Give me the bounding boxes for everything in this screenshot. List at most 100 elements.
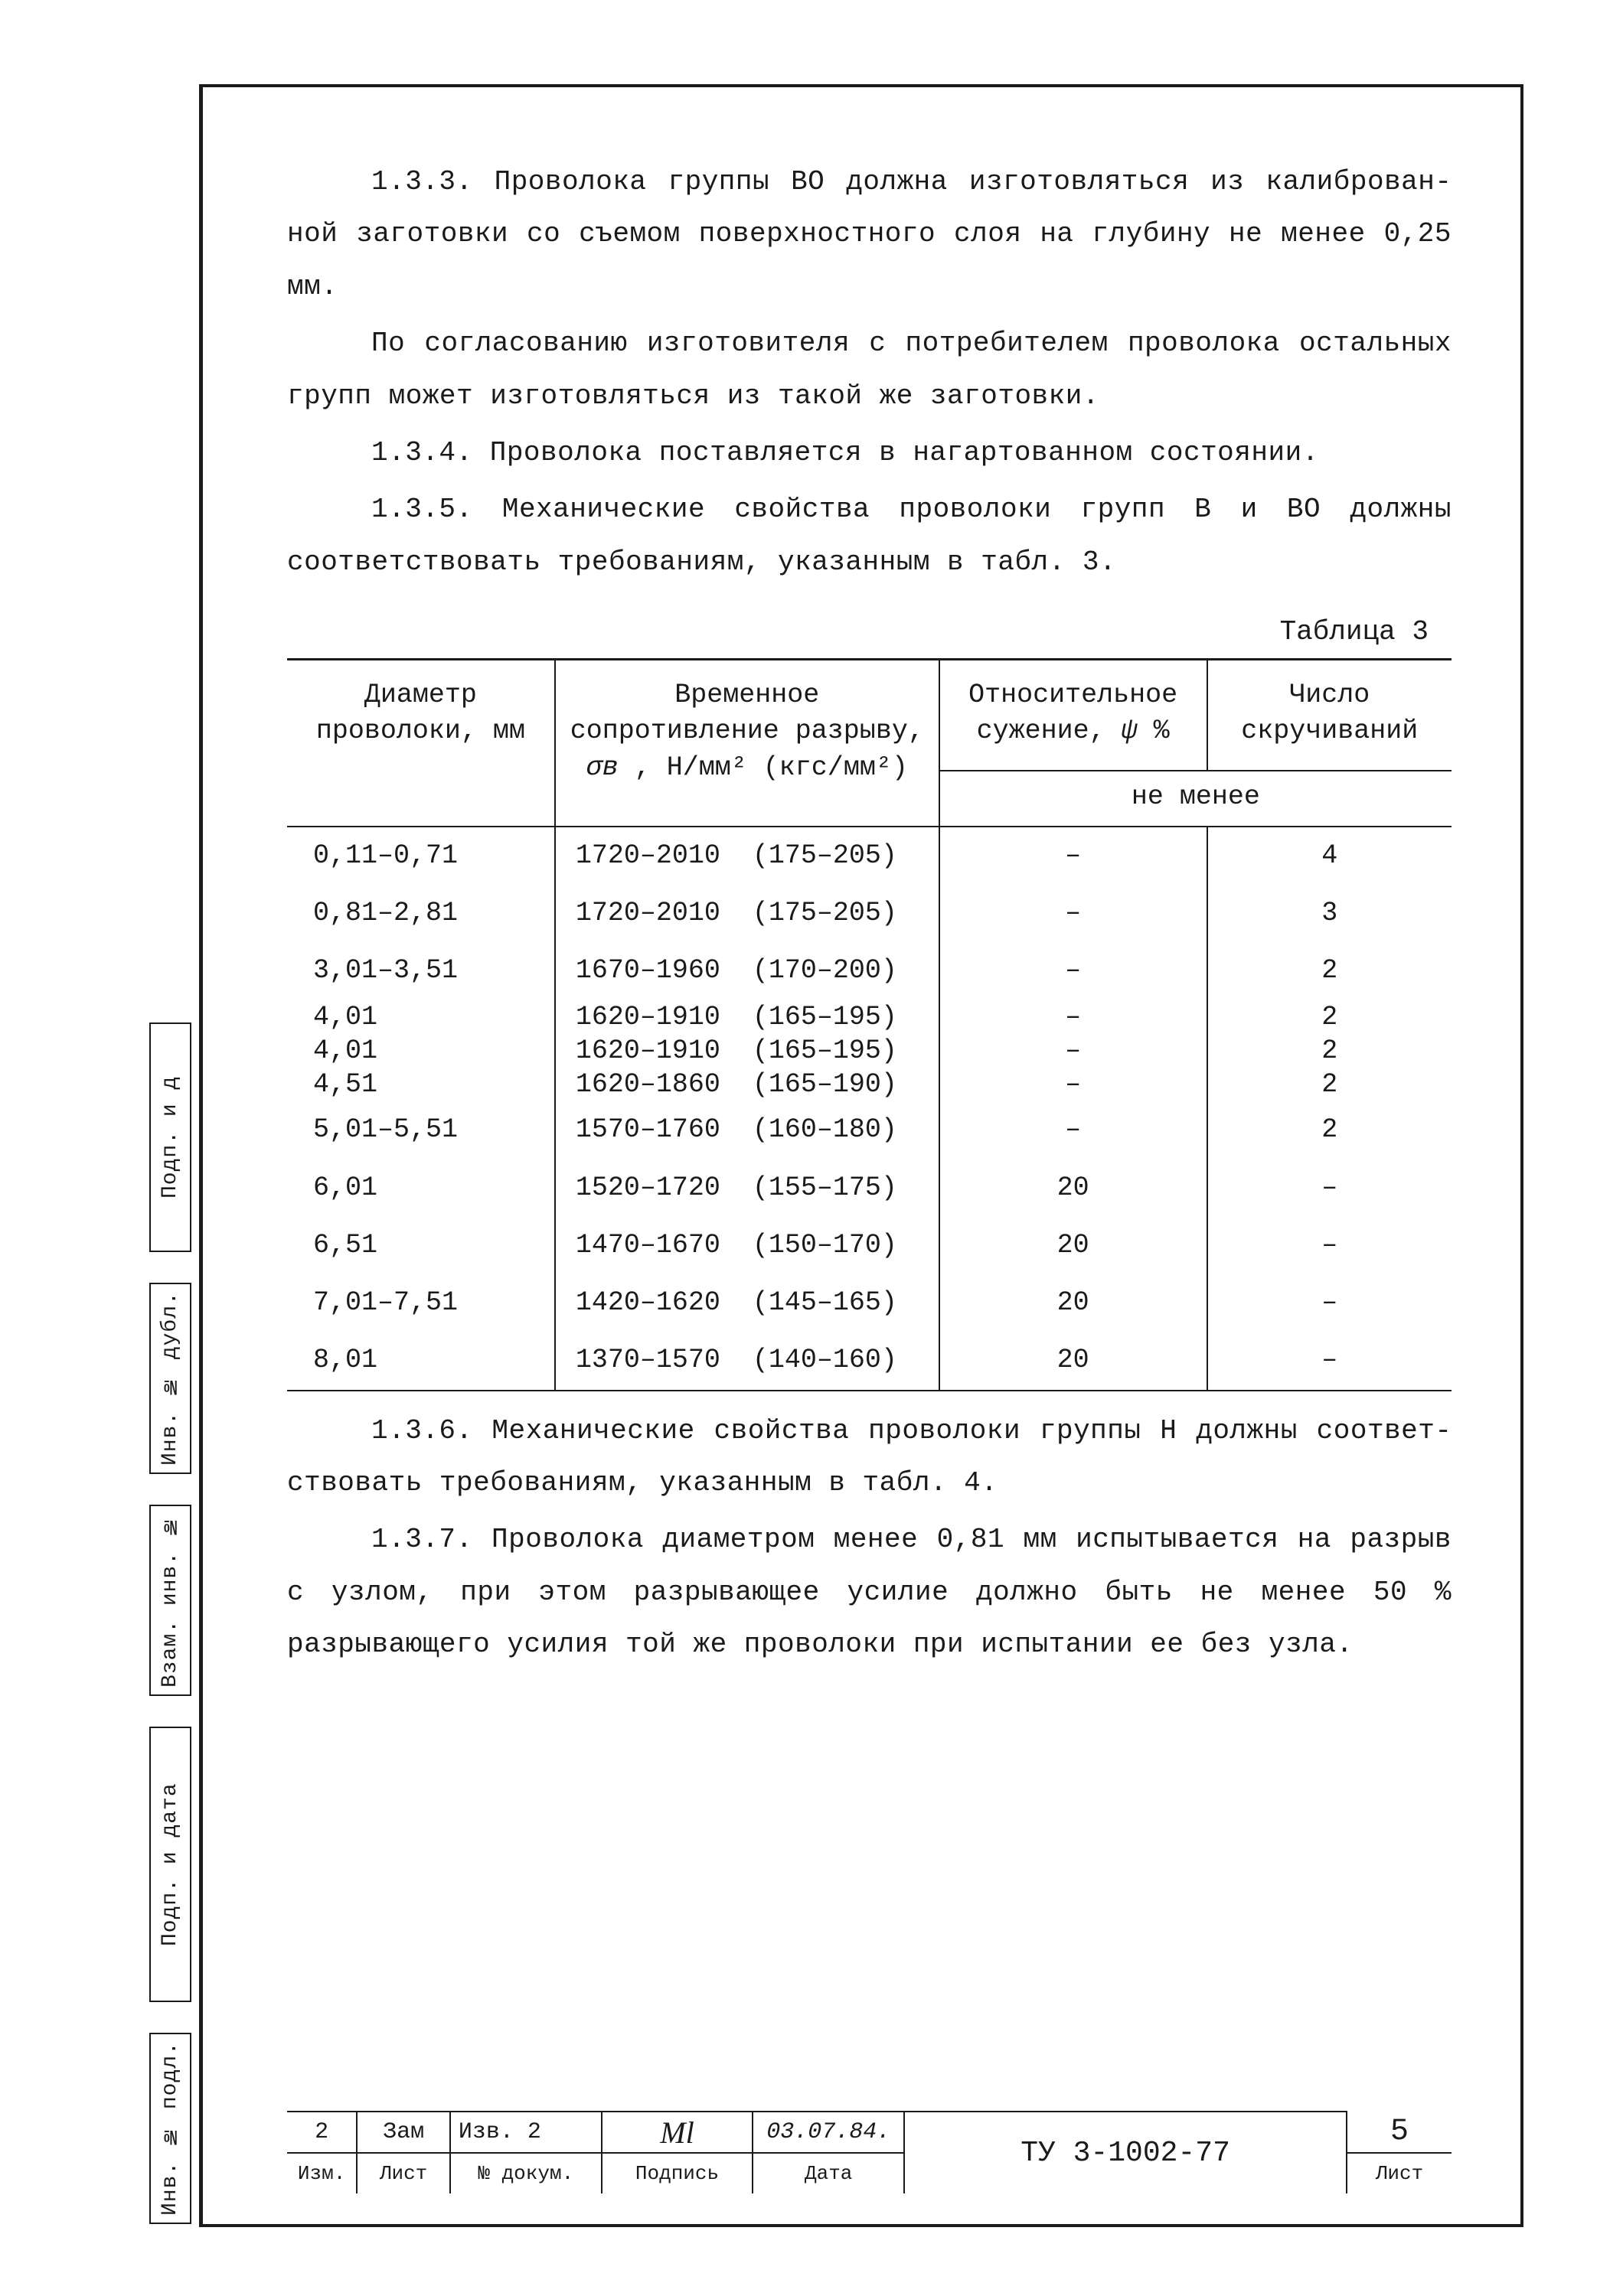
table-row: 4,511620–1860 (165–190)–2 [287, 1068, 1452, 1101]
side-tab-gap [84, 1474, 191, 1505]
t3-cell-tw: 2 [1207, 1101, 1452, 1159]
side-tab-gap [84, 1252, 191, 1283]
t3-cell-diam: 4,01 [287, 1000, 555, 1034]
t3-h-sigma-a: Временное сопротивление разрыву, [570, 680, 924, 746]
t3-cell-tw: – [1207, 1217, 1452, 1274]
t3-cell-tw: 4 [1207, 827, 1452, 885]
para-1-3-3: 1.3.3. Проволока группы ВО должна изгото… [287, 156, 1452, 313]
para-1-3-3b: По согласованию изготовителя с потребите… [287, 318, 1452, 422]
t3-h-sigma-sym: σв [586, 752, 619, 783]
tb-sign-val: Ml [602, 2112, 753, 2153]
para-1-3-4: 1.3.4. Проволока поставляется в нагартов… [287, 427, 1452, 479]
t3-cell-psi: – [939, 1000, 1207, 1034]
t3-cell-res: 1570–1760 (160–180) [555, 1101, 939, 1159]
t3-cell-psi: 20 [939, 1332, 1207, 1390]
t3-cell-psi: – [939, 1101, 1207, 1159]
side-tab-gap [84, 2002, 191, 2033]
t3-cell-diam: 0,81–2,81 [287, 885, 555, 942]
t3-cell-res: 1520–1720 (155–175) [555, 1159, 939, 1217]
t3-cell-psi: – [939, 885, 1207, 942]
t3-cell-diam: 4,01 [287, 1034, 555, 1068]
t3-cell-tw: 2 [1207, 942, 1452, 1000]
tb-date-val: 03.07.84. [753, 2112, 904, 2153]
table-row: 7,01–7,511420–1620 (145–165)20– [287, 1274, 1452, 1332]
t3-cell-res: 1470–1670 (150–170) [555, 1217, 939, 1274]
table-row: 4,011620–1910 (165–195)–2 [287, 1000, 1452, 1034]
t3-cell-res: 1420–1620 (145–165) [555, 1274, 939, 1332]
t3-cell-diam: 8,01 [287, 1332, 555, 1390]
t3-cell-res: 1620–1860 (165–190) [555, 1068, 939, 1101]
t3-cell-psi: 20 [939, 1159, 1207, 1217]
t3-h-psi-c: % [1138, 716, 1170, 746]
tb-page-lbl: Лист [1347, 2153, 1452, 2193]
t3-cell-tw: 2 [1207, 1000, 1452, 1034]
t3-cell-diam: 6,01 [287, 1159, 555, 1217]
table-row: 6,511470–1670 (150–170)20– [287, 1217, 1452, 1274]
t3-cell-diam: 6,51 [287, 1217, 555, 1274]
tb-date-lbl: Дата [753, 2153, 904, 2193]
tb-izm-lbl: Изм. [287, 2153, 357, 2193]
tb-list-val: Зам [357, 2112, 450, 2153]
t3-cell-tw: – [1207, 1274, 1452, 1332]
t3-cell-tw: – [1207, 1159, 1452, 1217]
t3-cell-diam: 4,51 [287, 1068, 555, 1101]
table-row: 0,81–2,811720–2010 (175–205)–3 [287, 885, 1452, 942]
para-1-3-7: 1.3.7. Проволока диаметром менее 0,81 мм… [287, 1514, 1452, 1671]
t3-body: 0,11–0,711720–2010 (175–205)–40,81–2,811… [287, 827, 1452, 1391]
t3-cell-res: 1670–1960 (170–200) [555, 942, 939, 1000]
t3-cell-res: 1620–1910 (165–195) [555, 1000, 939, 1034]
page: Подп. и д Инв. № дубл. Взам. инв. № Подп. и… [0, 0, 1623, 2296]
t3-h-psi: Относительное сужение, ψ % [939, 660, 1207, 771]
content-frame: 1.3.3. Проволока группы ВО должна изгото… [199, 84, 1523, 2227]
t3-h-sigma-c: , Н/мм² (кгс/мм²) [619, 752, 908, 783]
side-tab: Подп. и дата [149, 1727, 191, 2002]
tb-sign-lbl: Подпись [602, 2153, 753, 2193]
t3-h-nemenee: не менее [939, 771, 1452, 827]
t3-cell-diam: 0,11–0,71 [287, 827, 555, 885]
t3-cell-tw: 2 [1207, 1068, 1452, 1101]
table-row: 8,011370–1570 (140–160)20– [287, 1332, 1452, 1390]
table3: Диаметр проволоки, мм Временное сопротив… [287, 658, 1452, 1391]
t3-cell-res: 1720–2010 (175–205) [555, 885, 939, 942]
t3-h-twist: Число скручиваний [1207, 660, 1452, 771]
t3-cell-psi: – [939, 1034, 1207, 1068]
para-1-3-6: 1.3.6. Механические свойства проволоки г… [287, 1405, 1452, 1510]
t3-cell-tw: – [1207, 1332, 1452, 1390]
tb-list-lbl: Лист [357, 2153, 450, 2193]
side-tab: Подп. и д [149, 1022, 191, 1252]
table3-label: Таблица 3 [287, 616, 1429, 647]
t3-cell-psi: – [939, 1068, 1207, 1101]
t3-cell-res: 1720–2010 (175–205) [555, 827, 939, 885]
t3-cell-tw: 2 [1207, 1034, 1452, 1068]
body-text-top: 1.3.3. Проволока группы ВО должна изгото… [287, 156, 1452, 593]
t3-cell-res: 1370–1570 (140–160) [555, 1332, 939, 1390]
side-tab-gap [84, 1696, 191, 1727]
tb-doc: ТУ 3-1002-77 [904, 2112, 1347, 2193]
table-row: 3,01–3,511670–1960 (170–200)–2 [287, 942, 1452, 1000]
table-row: 4,011620–1910 (165–195)–2 [287, 1034, 1452, 1068]
t3-cell-psi: – [939, 827, 1207, 885]
t3-cell-diam: 5,01–5,51 [287, 1101, 555, 1159]
t3-h-sigma: Временное сопротивление разрыву, σв , Н/… [555, 660, 939, 827]
tb-page: 5 [1347, 2112, 1452, 2153]
table-row: 5,01–5,511570–1760 (160–180)–2 [287, 1101, 1452, 1159]
t3-cell-res: 1620–1910 (165–195) [555, 1034, 939, 1068]
t3-cell-diam: 7,01–7,51 [287, 1274, 555, 1332]
tb-ndoc-val: Изв. 2 [450, 2112, 602, 2153]
side-tab: Инв. № дубл. [149, 1283, 191, 1474]
body-text-bottom: 1.3.6. Механические свойства проволоки г… [287, 1405, 1452, 1676]
t3-cell-diam: 3,01–3,51 [287, 942, 555, 1000]
t3-h-diam: Диаметр проволоки, мм [287, 660, 555, 827]
tb-izm-val: 2 [287, 2112, 357, 2153]
para-1-3-5: 1.3.5. Механические свойства проволоки г… [287, 484, 1452, 589]
title-block: 2 Зам Изв. 2 Ml 03.07.84. ТУ 3-1002-77 5… [287, 2111, 1452, 2193]
t3-h-psi-sym: ψ [1122, 716, 1138, 746]
side-tab: Взам. инв. № [149, 1505, 191, 1696]
table-row: 6,011520–1720 (155–175)20– [287, 1159, 1452, 1217]
table-row: 0,11–0,711720–2010 (175–205)–4 [287, 827, 1452, 885]
t3-cell-psi: 20 [939, 1217, 1207, 1274]
side-tab: Инв. № подл. [149, 2033, 191, 2224]
tb-ndoc-lbl: № докум. [450, 2153, 602, 2193]
t3-cell-psi: 20 [939, 1274, 1207, 1332]
t3-cell-tw: 3 [1207, 885, 1452, 942]
